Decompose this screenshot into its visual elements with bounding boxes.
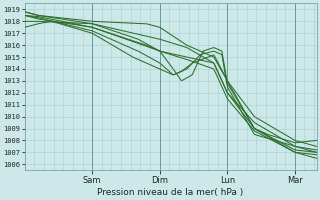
X-axis label: Pression niveau de la mer( hPa ): Pression niveau de la mer( hPa ) bbox=[98, 188, 244, 197]
